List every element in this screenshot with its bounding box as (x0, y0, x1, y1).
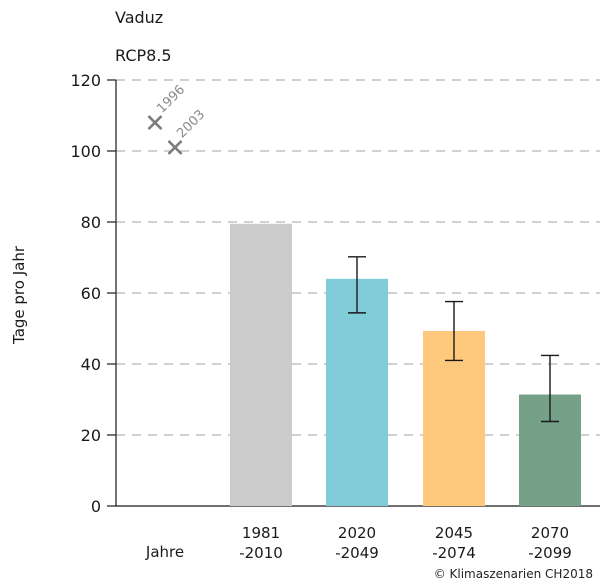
chart-scenario-subtitle: RCP8.5 (115, 46, 172, 65)
error-bar (445, 300, 463, 362)
annotation-marker (167, 140, 183, 155)
bars (230, 223, 581, 506)
copyright-credit: © Klimaszenarien CH2018 (433, 567, 593, 581)
error-bar (348, 256, 366, 314)
annotation-year-label: 2003 (174, 107, 208, 141)
bar (230, 223, 292, 506)
annotation-marker (147, 115, 163, 131)
tick-labels: 0 20 40 60 80 100 120 1981 -2010 2020 -2049 2045 -20… (70, 71, 571, 562)
x-tick-label: -2074 (432, 544, 476, 562)
y-tick-label: 60 (81, 284, 101, 303)
chart-location-title: Vaduz (115, 8, 164, 27)
y-tick-label: 80 (81, 213, 101, 232)
y-tick-label: 100 (70, 142, 101, 161)
error-bar (541, 354, 559, 423)
x-tick-label: 2070 (531, 524, 569, 542)
y-tick-label: 120 (70, 71, 101, 90)
x-tick-label: -2010 (239, 544, 283, 562)
x-tick-label: -2099 (528, 544, 572, 562)
bar (326, 278, 388, 506)
x-tick-label: 2045 (435, 524, 473, 542)
error-bars (348, 256, 559, 423)
y-tick-label: 20 (81, 426, 101, 445)
y-tick-label: 0 (91, 497, 101, 516)
annotation-year-label: 1996 (154, 82, 188, 116)
x-tick-label: -2049 (335, 544, 379, 562)
y-tick-label: 40 (81, 355, 101, 374)
x-axis-label: Jahre (145, 543, 184, 561)
x-tick-label: 2020 (338, 524, 376, 542)
y-axis-label: Tage pro Jahr (10, 245, 28, 345)
x-tick-label: 1981 (242, 524, 280, 542)
